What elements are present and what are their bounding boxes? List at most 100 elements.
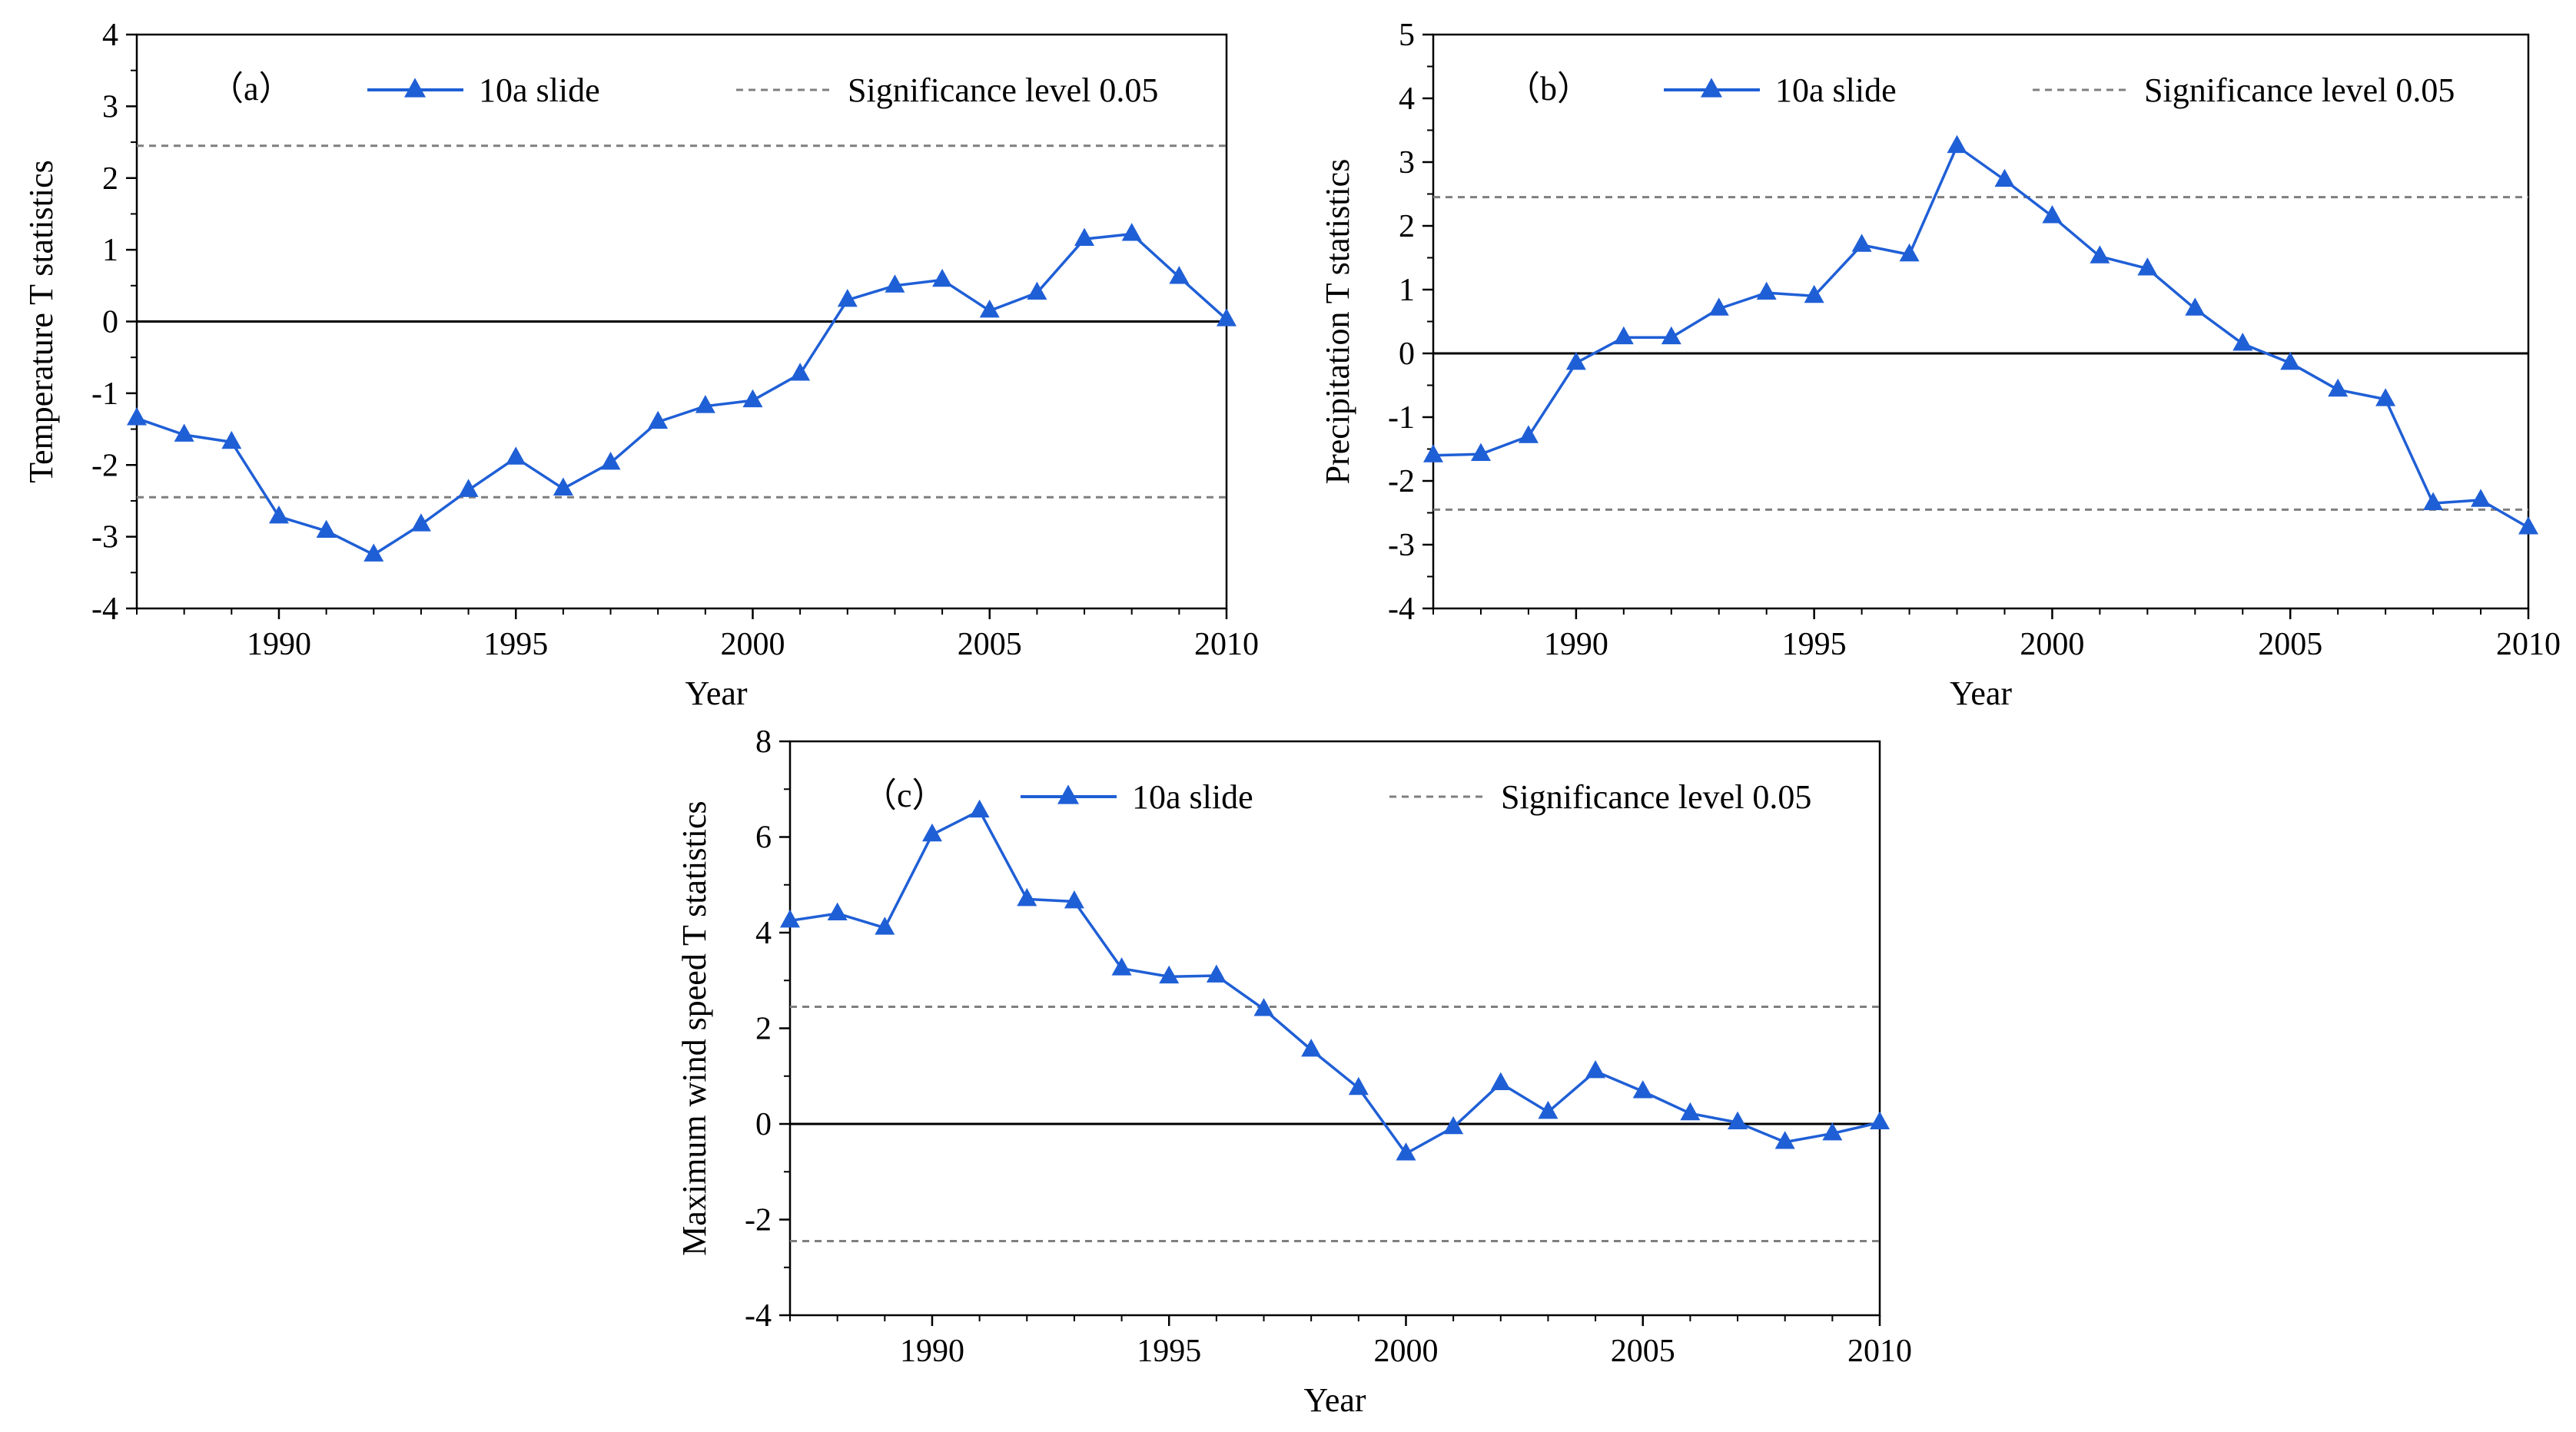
data-point xyxy=(1661,326,1681,345)
series-line xyxy=(136,232,1228,556)
y-tick-label: -2 xyxy=(745,1203,772,1238)
data-point xyxy=(1017,887,1037,907)
data-point xyxy=(410,513,431,532)
data-point xyxy=(1585,1060,1606,1079)
data-point xyxy=(221,430,242,449)
y-tick-label: -4 xyxy=(745,1298,772,1334)
y-tick-label: 2 xyxy=(755,1012,772,1047)
data-point xyxy=(1443,1115,1464,1135)
series-line xyxy=(789,809,1881,1155)
data-point xyxy=(979,299,1000,318)
data-point xyxy=(837,288,858,307)
x-tick-label: 2000 xyxy=(1373,1334,1438,1369)
y-tick-label: -2 xyxy=(91,448,118,483)
data-point xyxy=(2328,378,2349,397)
data-point xyxy=(316,519,337,539)
data-point xyxy=(2375,388,2396,406)
legend-triangle-marker xyxy=(404,78,426,98)
data-point xyxy=(1613,326,1634,345)
data-point xyxy=(1728,1111,1748,1130)
data-point xyxy=(1396,1142,1416,1161)
data-point xyxy=(1994,168,2015,187)
legend-triangle-marker xyxy=(1057,784,1079,804)
y-tick-label: -2 xyxy=(1388,464,1415,499)
series-line xyxy=(1432,144,2529,529)
y-tick-label: 4 xyxy=(755,916,772,951)
data-point xyxy=(1899,243,1920,262)
legend-significance-label: Significance level 0.05 xyxy=(2144,71,2455,109)
y-tick-label: 0 xyxy=(1399,336,1415,372)
panel-label: （a） xyxy=(210,70,293,108)
data-point xyxy=(600,451,621,470)
y-tick-label: 4 xyxy=(1399,81,1415,117)
data-point xyxy=(174,423,194,442)
x-tick-label: 1990 xyxy=(900,1334,964,1369)
chart-panel-c: -4 -2 0 2 4 6 8 1990 1995 2000 2005 2010 Year Maximum… xyxy=(676,724,1912,1419)
y-tick-label: 3 xyxy=(102,89,118,124)
data-point xyxy=(1074,227,1095,247)
x-tick-label: 2005 xyxy=(2258,627,2322,662)
x-tick-label: 1995 xyxy=(1137,1334,1201,1369)
x-tick-label: 2010 xyxy=(1847,1334,1912,1369)
chart-panel-b: -4 -3 -2 -1 0 1 2 3 4 5 1990 1995 2000 2005 2010 Year Pr… xyxy=(1319,18,2561,712)
data-point xyxy=(506,446,526,465)
x-tick-label: 2010 xyxy=(2496,627,2561,662)
x-tick-label: 2005 xyxy=(1611,1334,1675,1369)
y-axis-label: Precipitation T statistics xyxy=(1319,159,1356,485)
data-point xyxy=(1253,998,1274,1016)
data-point xyxy=(1538,1100,1559,1119)
data-point xyxy=(2232,333,2253,351)
data-point xyxy=(268,505,289,524)
y-tick-label: 2 xyxy=(102,161,118,197)
data-point xyxy=(2090,245,2110,264)
y-tick-label: 3 xyxy=(1399,145,1415,181)
data-point xyxy=(1301,1039,1322,1057)
data-point xyxy=(2137,257,2158,276)
data-point xyxy=(1822,1122,1843,1141)
data-point xyxy=(1217,308,1237,327)
data-point xyxy=(780,909,800,928)
data-point xyxy=(932,268,953,287)
data-point xyxy=(1947,134,1967,154)
data-point xyxy=(1756,281,1777,300)
x-tick-label: 2000 xyxy=(2020,627,2084,662)
data-point xyxy=(790,363,811,381)
data-point xyxy=(1121,223,1142,241)
y-tick-label: 6 xyxy=(755,820,772,856)
y-tick-label: -4 xyxy=(91,592,118,627)
y-tick-label: 8 xyxy=(755,724,772,760)
legend-significance-label: Significance level 0.05 xyxy=(1501,778,1811,816)
plot-frame xyxy=(1432,33,2530,610)
x-axis-label: Year xyxy=(685,675,747,712)
data-point xyxy=(875,917,895,935)
data-point xyxy=(2423,492,2444,510)
y-axis-label: Maximum wind speed T statistics xyxy=(676,801,713,1255)
data-point xyxy=(1490,1072,1511,1090)
x-tick-label: 2005 xyxy=(958,627,1022,662)
data-point xyxy=(695,395,715,413)
data-point xyxy=(2042,205,2063,224)
x-tick-label: 2010 xyxy=(1194,627,1259,662)
legend-series-label: 10a slide xyxy=(1132,778,1253,816)
data-point xyxy=(1565,351,1586,370)
data-point xyxy=(1680,1102,1701,1121)
legend-series-label: 10a slide xyxy=(1775,71,1897,109)
data-point xyxy=(1027,281,1047,300)
data-point xyxy=(921,823,942,842)
y-axis-label: Temperature T statistics xyxy=(22,160,60,483)
data-point xyxy=(127,407,147,426)
data-point xyxy=(1870,1111,1890,1130)
y-tick-label: 0 xyxy=(755,1107,772,1142)
data-point xyxy=(1169,266,1190,284)
data-point xyxy=(2471,489,2491,507)
data-point xyxy=(1774,1131,1795,1149)
chart-panel-a: -4 -3 -2 -1 0 1 2 3 4 1990 1995 2000 2005 2010 Year Tem… xyxy=(22,18,1259,712)
x-tick-label: 1990 xyxy=(1544,627,1608,662)
y-tick-label: 5 xyxy=(1399,18,1415,53)
data-point xyxy=(553,477,573,496)
x-axis-label: Year xyxy=(1303,1381,1366,1419)
data-point xyxy=(1470,443,1491,462)
data-point xyxy=(827,902,848,920)
